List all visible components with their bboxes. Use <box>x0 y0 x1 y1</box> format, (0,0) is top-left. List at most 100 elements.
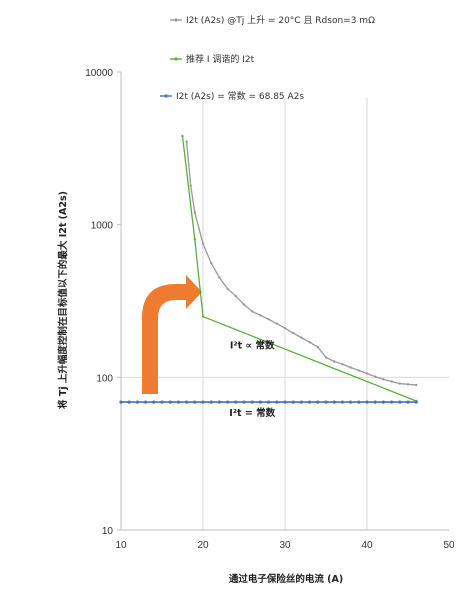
legend-swatch-point <box>174 57 178 61</box>
data-point <box>234 294 237 298</box>
data-point <box>308 340 311 344</box>
y-axis-title: 将 Tj 上升幅度控制在目标值以下的最大 I2t (A2s) <box>57 191 69 409</box>
y-tick-label: 1000 <box>91 221 114 232</box>
data-point <box>181 134 184 138</box>
data-point <box>185 140 188 143</box>
x-tick-label: 40 <box>361 540 373 551</box>
data-point <box>292 331 295 335</box>
y-tick-label: 10 <box>102 526 114 537</box>
legend-swatch-point <box>174 18 178 22</box>
data-point <box>390 400 394 404</box>
data-point <box>349 400 353 404</box>
legend-swatch-point <box>164 94 168 98</box>
legend-label: I2t (A2s) = 常数 = 68.85 A2s <box>176 90 304 102</box>
data-point <box>406 383 410 386</box>
data-point <box>193 238 196 241</box>
annotations: I²t ∝ 常数 I²t = 常数 <box>229 339 275 419</box>
legend-item: 推荐 I 调谐的 I2t <box>170 53 255 65</box>
data-point <box>340 400 344 404</box>
data-point <box>193 211 196 214</box>
x-tick-label: 20 <box>197 540 209 551</box>
data-point <box>135 400 139 404</box>
x-axis-title: 通过电子保险丝的电流 (A) <box>229 573 343 585</box>
data-point <box>242 400 246 404</box>
y-tick-labels: 10 100 1000 10000 <box>85 68 121 537</box>
data-point <box>341 362 344 366</box>
data-point <box>300 336 303 339</box>
data-point <box>316 400 320 404</box>
data-point <box>308 400 312 404</box>
data-point <box>275 322 278 325</box>
series-1 <box>185 140 418 387</box>
data-point <box>381 400 385 404</box>
data-point <box>210 261 213 265</box>
data-point <box>160 400 164 404</box>
annotation-label: I²t = 常数 <box>229 407 275 419</box>
data-point <box>250 400 254 404</box>
data-point <box>275 400 279 404</box>
data-point <box>390 380 393 383</box>
data-point <box>267 400 271 404</box>
y-tick-label: 10000 <box>85 68 113 79</box>
orange-bend-arrow-icon <box>142 275 202 394</box>
legend-item: I2t (A2s) @Tj 上升 = 20°C 且 Rdson=3 mΩ <box>170 15 375 26</box>
data-point <box>226 400 230 404</box>
data-point <box>226 287 229 291</box>
data-point <box>218 276 221 279</box>
data-point <box>144 400 148 404</box>
data-point <box>398 400 402 404</box>
x-tick-label: 30 <box>279 540 291 551</box>
annotation-label: I²t ∝ 常数 <box>230 339 275 351</box>
data-point <box>201 400 205 404</box>
data-point <box>414 400 418 404</box>
data-point <box>201 242 205 245</box>
data-point <box>374 375 377 378</box>
data-point <box>365 372 369 375</box>
data-point <box>201 315 205 318</box>
x-tick-labels: 10 20 30 40 50 <box>115 540 455 551</box>
data-point <box>406 400 410 404</box>
data-point <box>357 369 360 372</box>
data-point <box>398 382 401 385</box>
data-point <box>349 366 352 369</box>
data-point <box>299 400 303 404</box>
data-point <box>168 400 172 404</box>
x-tick-label: 50 <box>443 540 455 551</box>
data-point <box>242 303 246 306</box>
series-line <box>185 141 417 386</box>
data-point <box>251 310 254 313</box>
data-point <box>324 356 328 359</box>
data-point <box>152 400 156 404</box>
legend-label: 推荐 I 调谐的 I2t <box>186 53 255 65</box>
data-point <box>324 400 328 404</box>
y-tick-label: 100 <box>96 373 113 384</box>
series-layer <box>119 134 418 404</box>
x-tick-label: 10 <box>115 540 127 551</box>
data-point <box>357 400 361 404</box>
data-point <box>217 400 221 404</box>
data-point <box>382 378 385 381</box>
data-point <box>259 314 262 317</box>
data-point <box>291 400 295 404</box>
data-point <box>365 400 369 404</box>
data-point <box>415 383 418 387</box>
data-point <box>283 400 287 404</box>
data-point <box>283 326 287 330</box>
data-point <box>209 400 213 404</box>
legend-item: I2t (A2s) = 常数 = 68.85 A2s <box>160 90 304 102</box>
data-point <box>258 400 262 404</box>
legend: I2t (A2s) @Tj 上升 = 20°C 且 Rdson=3 mΩ 推荐 I… <box>160 15 375 102</box>
data-point <box>333 360 336 363</box>
data-point <box>373 400 377 404</box>
data-point <box>185 400 189 404</box>
data-point <box>332 400 336 404</box>
data-point <box>193 400 197 404</box>
data-point <box>234 400 238 404</box>
series-line <box>181 136 417 402</box>
data-point <box>189 184 192 187</box>
data-point <box>176 400 180 404</box>
grid <box>121 98 449 530</box>
legend-label: I2t (A2s) @Tj 上升 = 20°C 且 Rdson=3 mΩ <box>186 15 375 26</box>
data-point <box>119 400 123 404</box>
